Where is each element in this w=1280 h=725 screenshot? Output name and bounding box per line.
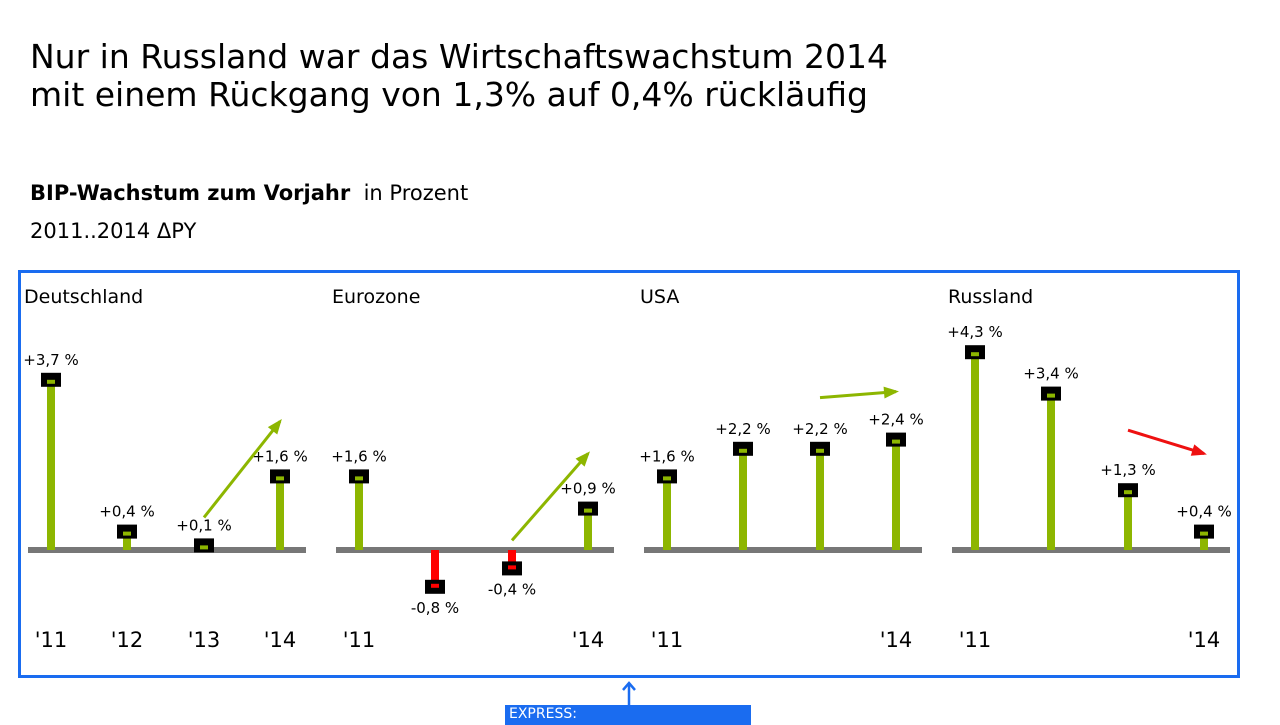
trend-arrowhead bbox=[575, 451, 590, 467]
bar bbox=[1047, 393, 1055, 550]
bar-marker-inner bbox=[1047, 393, 1055, 398]
zero-axis-line bbox=[28, 547, 306, 553]
zero-axis-line bbox=[336, 547, 614, 553]
tick-label: '12 bbox=[111, 628, 144, 652]
tick-label: '11 bbox=[651, 628, 684, 652]
data-label: +2,2 % bbox=[715, 420, 770, 438]
trend-arrowhead bbox=[883, 386, 899, 399]
trend-arrowhead bbox=[267, 419, 282, 435]
bar-marker-inner bbox=[584, 508, 592, 513]
tick-label: '14 bbox=[1188, 628, 1221, 652]
data-label: +1,6 % bbox=[331, 447, 386, 465]
bar bbox=[276, 476, 284, 550]
panel-title: Deutschland bbox=[24, 286, 143, 308]
bar-marker-inner bbox=[508, 565, 516, 570]
bar bbox=[816, 448, 824, 550]
title-line-1: Nur in Russland war das Wirtschaftswachs… bbox=[30, 37, 888, 76]
bar-marker-inner bbox=[276, 476, 284, 481]
bar bbox=[123, 531, 131, 550]
express-tag[interactable]: EXPRESS: bbox=[505, 705, 751, 725]
bar-marker-inner bbox=[1200, 531, 1208, 536]
chart-period: 2011..2014 ΔPY bbox=[30, 219, 197, 243]
tick-label: '14 bbox=[880, 628, 913, 652]
tick-label: '11 bbox=[343, 628, 376, 652]
data-label: +2,4 % bbox=[868, 411, 923, 429]
bar bbox=[431, 550, 439, 587]
panel-title: USA bbox=[640, 286, 679, 308]
bar-marker-inner bbox=[816, 448, 824, 453]
data-label: +4,3 % bbox=[947, 323, 1002, 341]
bar-marker-inner bbox=[123, 531, 131, 536]
data-label: +0,4 % bbox=[1176, 503, 1231, 521]
trend-arrow bbox=[819, 390, 897, 400]
data-label: +3,4 % bbox=[1023, 365, 1078, 383]
bar-marker bbox=[578, 501, 598, 516]
data-label: +3,7 % bbox=[23, 351, 78, 369]
subtitle-measure: BIP-Wachstum zum Vorjahr bbox=[30, 181, 351, 205]
title-line-2: mit einem Rückgang von 1,3% auf 0,4% rüc… bbox=[30, 75, 869, 114]
data-label: +0,4 % bbox=[99, 503, 154, 521]
bar-marker-inner bbox=[892, 439, 900, 444]
bar-marker-inner bbox=[200, 545, 208, 550]
subtitle-unit: in Prozent bbox=[363, 181, 469, 205]
bar bbox=[892, 439, 900, 550]
bar bbox=[47, 379, 55, 550]
bar bbox=[971, 352, 979, 550]
trend-arrow bbox=[510, 452, 590, 542]
data-label: +0,9 % bbox=[560, 480, 615, 498]
page-title: Nur in Russland war das Wirtschaftswachs… bbox=[30, 38, 888, 114]
tick-label: '14 bbox=[572, 628, 605, 652]
bar-marker-inner bbox=[47, 379, 55, 384]
zero-axis-line bbox=[952, 547, 1230, 553]
data-label: -0,8 % bbox=[411, 599, 459, 617]
tick-label: '14 bbox=[264, 628, 297, 652]
bar bbox=[584, 508, 592, 550]
chart-frame bbox=[18, 270, 1240, 678]
bar bbox=[1200, 531, 1208, 550]
bar bbox=[739, 448, 747, 550]
panel-title: Russland bbox=[948, 286, 1033, 308]
chart-subtitle: BIP-Wachstum zum Vorjahr in Prozent bbox=[30, 180, 468, 206]
bar bbox=[508, 550, 516, 569]
trend-arrow bbox=[202, 420, 282, 519]
bar-marker-inner bbox=[663, 476, 671, 481]
tick-label: '13 bbox=[188, 628, 221, 652]
bar bbox=[663, 476, 671, 550]
bar bbox=[1124, 490, 1132, 550]
data-label: +2,2 % bbox=[792, 420, 847, 438]
data-label: +1,6 % bbox=[252, 447, 307, 465]
data-label: +1,6 % bbox=[639, 447, 694, 465]
zero-axis-line bbox=[644, 547, 922, 553]
data-label: +1,3 % bbox=[1100, 461, 1155, 479]
tick-label: '11 bbox=[35, 628, 68, 652]
bar-marker-inner bbox=[1124, 490, 1132, 495]
bar-marker-inner bbox=[355, 476, 363, 481]
bar-marker-inner bbox=[971, 352, 979, 357]
bar bbox=[355, 476, 363, 550]
data-label: +0,1 % bbox=[176, 516, 231, 534]
bar-marker-inner bbox=[739, 448, 747, 453]
tick-label: '11 bbox=[959, 628, 992, 652]
trend-arrowhead bbox=[1190, 444, 1207, 456]
data-label: -0,4 % bbox=[488, 580, 536, 598]
bar-marker-inner bbox=[431, 583, 439, 588]
trend-arrow bbox=[1127, 428, 1205, 456]
panel-title: Eurozone bbox=[332, 286, 420, 308]
